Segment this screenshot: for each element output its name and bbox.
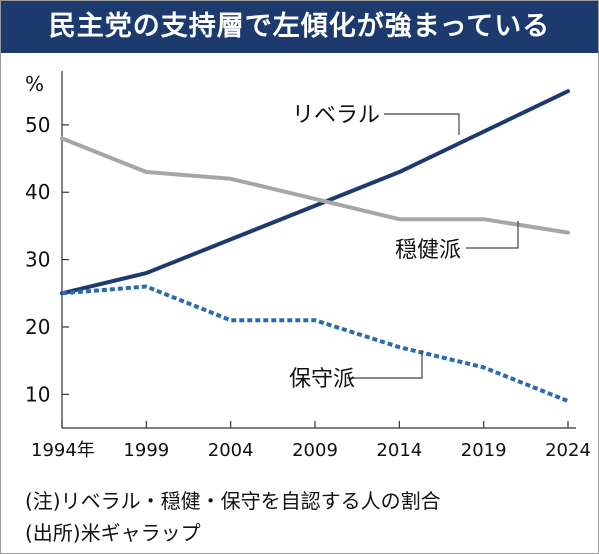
- series-line-moderate: [60, 136, 570, 235]
- x-tick-label-1999: 1999: [123, 440, 169, 461]
- y-tick-label-40: 40: [25, 180, 50, 204]
- leader-line-moderate: [466, 221, 519, 249]
- leader-line-liberal: [384, 113, 460, 135]
- x-tick-label-2024: 2024: [545, 440, 591, 461]
- y-axis-unit: %: [25, 72, 44, 96]
- chart-title: 民主党の支持層で左傾化が強まっている: [1, 1, 598, 53]
- x-tick-label-2009: 2009: [292, 440, 338, 461]
- x-tick-label-2019: 2019: [461, 440, 507, 461]
- y-tick-label-50: 50: [25, 113, 50, 137]
- y-tick-label-30: 30: [25, 248, 50, 272]
- series-label-conservative: 保守派: [289, 367, 355, 392]
- y-tick-label-10: 10: [25, 382, 50, 406]
- series-label-moderate: 穏健派: [395, 238, 461, 263]
- series-line-conservative: [61, 284, 569, 403]
- x-tick-label-2014: 2014: [376, 440, 422, 461]
- series-line-liberal: [60, 89, 570, 296]
- chart-source: (出所)米ギャラップ: [25, 521, 201, 545]
- y-tick-label-20: 20: [25, 315, 50, 339]
- series-label-liberal: リベラル: [292, 103, 380, 128]
- chart-note: (注)リベラル・穏健・保守を自認する人の割合: [25, 489, 441, 513]
- leader-line-conservative: [347, 350, 423, 379]
- line-chart: % 10 20 30 40 50 1994年 1999 2004 2009 2014 2019 2024…: [25, 71, 591, 461]
- x-tick-label-1994: 1994年: [31, 440, 95, 461]
- x-tick-label-2004: 2004: [208, 440, 254, 461]
